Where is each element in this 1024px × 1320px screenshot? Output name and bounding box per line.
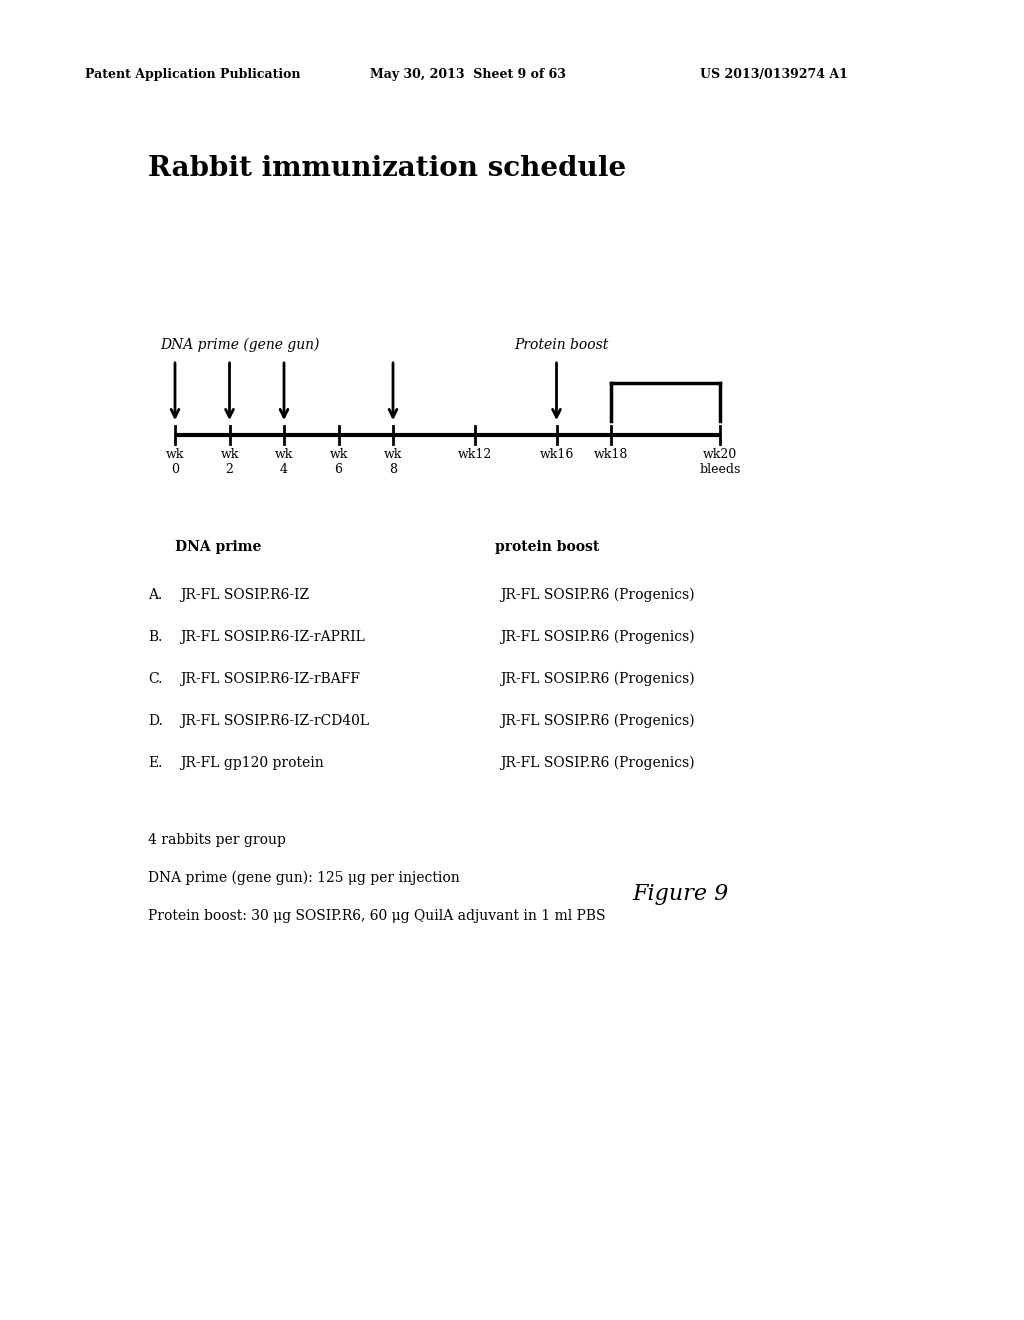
Text: wk18: wk18 <box>594 447 628 461</box>
Text: JR-FL SOSIP.R6 (Progenics): JR-FL SOSIP.R6 (Progenics) <box>500 714 694 729</box>
Text: A.: A. <box>148 587 162 602</box>
Text: wk16: wk16 <box>540 447 573 461</box>
Text: JR-FL SOSIP.R6-IZ-rCD40L: JR-FL SOSIP.R6-IZ-rCD40L <box>180 714 369 729</box>
Text: wk
2: wk 2 <box>220 447 239 477</box>
Text: wk20
bleeds: wk20 bleeds <box>699 447 740 477</box>
Text: JR-FL gp120 protein: JR-FL gp120 protein <box>180 756 324 770</box>
Text: DNA prime (gene gun): DNA prime (gene gun) <box>160 338 319 352</box>
Text: Protein boost: 30 μg SOSIP.R6, 60 μg QuilA adjuvant in 1 ml PBS: Protein boost: 30 μg SOSIP.R6, 60 μg Qui… <box>148 909 605 923</box>
Text: 4 rabbits per group: 4 rabbits per group <box>148 833 286 847</box>
Text: D.: D. <box>148 714 163 729</box>
Text: wk
8: wk 8 <box>384 447 402 477</box>
Text: DNA prime (gene gun): 125 μg per injection: DNA prime (gene gun): 125 μg per injecti… <box>148 871 460 886</box>
Text: DNA prime: DNA prime <box>175 540 261 554</box>
Text: protein boost: protein boost <box>495 540 599 554</box>
Text: JR-FL SOSIP.R6-IZ: JR-FL SOSIP.R6-IZ <box>180 587 309 602</box>
Text: Patent Application Publication: Patent Application Publication <box>85 69 300 81</box>
Text: wk
0: wk 0 <box>166 447 184 477</box>
Text: Rabbit immunization schedule: Rabbit immunization schedule <box>148 154 627 182</box>
Text: JR-FL SOSIP.R6-IZ-rAPRIL: JR-FL SOSIP.R6-IZ-rAPRIL <box>180 630 365 644</box>
Text: wk
4: wk 4 <box>274 447 293 477</box>
Text: JR-FL SOSIP.R6 (Progenics): JR-FL SOSIP.R6 (Progenics) <box>500 672 694 686</box>
Text: B.: B. <box>148 630 163 644</box>
Text: May 30, 2013  Sheet 9 of 63: May 30, 2013 Sheet 9 of 63 <box>370 69 566 81</box>
Text: Figure 9: Figure 9 <box>632 883 728 906</box>
Text: JR-FL SOSIP.R6 (Progenics): JR-FL SOSIP.R6 (Progenics) <box>500 587 694 602</box>
Text: C.: C. <box>148 672 163 686</box>
Text: Protein boost: Protein boost <box>514 338 608 352</box>
Text: JR-FL SOSIP.R6 (Progenics): JR-FL SOSIP.R6 (Progenics) <box>500 630 694 644</box>
Text: E.: E. <box>148 756 163 770</box>
Text: US 2013/0139274 A1: US 2013/0139274 A1 <box>700 69 848 81</box>
Text: JR-FL SOSIP.R6 (Progenics): JR-FL SOSIP.R6 (Progenics) <box>500 756 694 771</box>
Text: JR-FL SOSIP.R6-IZ-rBAFF: JR-FL SOSIP.R6-IZ-rBAFF <box>180 672 360 686</box>
Text: wk
6: wk 6 <box>330 447 348 477</box>
Text: wk12: wk12 <box>458 447 492 461</box>
